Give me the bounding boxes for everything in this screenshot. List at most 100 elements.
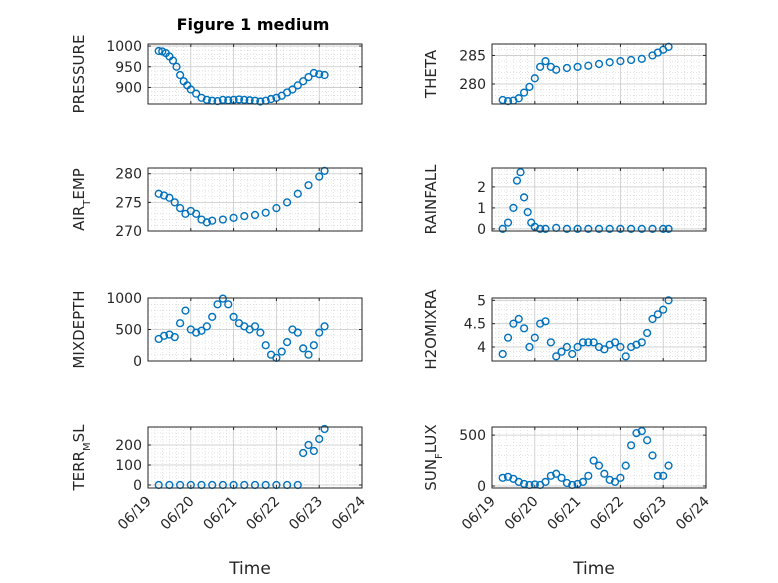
data-point: [637, 338, 646, 347]
data-point: [192, 89, 201, 98]
data-point: [192, 209, 201, 218]
data-point: [519, 88, 529, 97]
data-point: [315, 434, 324, 444]
data-point: [202, 218, 211, 227]
y-tick-label: 900: [115, 80, 142, 96]
data-point: [525, 82, 534, 91]
data-point: [503, 472, 513, 481]
axes-box: [147, 43, 363, 105]
data-point: [546, 471, 555, 480]
axes-box: [491, 426, 707, 489]
x-tick-label: 06/21: [201, 494, 241, 534]
data-point: [176, 319, 185, 328]
data-point: [605, 475, 614, 484]
data-point: [256, 328, 265, 337]
data-point: [568, 349, 577, 359]
data-point: [621, 461, 630, 470]
data-point: [283, 338, 292, 347]
y-tick-label: 275: [115, 195, 142, 211]
data-point: [653, 310, 662, 319]
data-point: [309, 446, 318, 456]
data-point: [261, 341, 270, 350]
data-point: [304, 350, 313, 359]
data-point: [218, 215, 228, 224]
data-point: [626, 441, 636, 450]
data-point: [530, 333, 539, 342]
data-point: [605, 58, 614, 67]
data-point: [315, 70, 324, 79]
data-point: [557, 473, 566, 482]
data-point: [578, 477, 588, 487]
data-point: [320, 424, 329, 434]
axes-box: [491, 297, 707, 362]
data-point: [503, 333, 513, 342]
data-point: [552, 469, 561, 478]
data-point: [610, 338, 620, 347]
data-point: [256, 97, 265, 106]
data-point: [304, 181, 313, 190]
data-point: [541, 317, 550, 326]
data-point: [648, 451, 657, 460]
data-point: [632, 429, 641, 438]
data-point: [514, 314, 523, 324]
subplot-terr-msl: 0 100 200 TERRMSL 06/19 06/20 06/21 06/22 06/23 0…: [70, 424, 369, 534]
data-point: [197, 93, 206, 102]
x-axis-label-right: Time: [572, 559, 615, 579]
data-point: [498, 224, 507, 234]
data-point: [170, 198, 179, 207]
x-tick-label: 06/21: [545, 494, 585, 534]
data-point: [208, 312, 217, 322]
data-point: [261, 208, 270, 217]
y-axis-label: PRESSURE: [70, 35, 88, 114]
data-point: [584, 224, 593, 234]
y-tick-label: 1000: [106, 39, 142, 55]
data-point: [309, 341, 318, 350]
data-point: [562, 478, 572, 488]
subplot-mixdepth: 0 500 1000 MIXDEPTH: [70, 290, 363, 370]
data-point: [664, 461, 673, 470]
data-point: [584, 338, 593, 347]
x-tick-label: 06/22: [243, 494, 283, 534]
data-point: [293, 328, 302, 337]
y-tick-label: 100: [115, 458, 142, 474]
y-tick-label: 0: [133, 354, 142, 370]
data-point: [509, 319, 518, 328]
subplot-pressure: 900 950 1000 PRESSURE: [70, 35, 363, 114]
data-point: [589, 456, 598, 465]
data-point: [250, 210, 260, 220]
data-point: [653, 471, 662, 480]
data-point: [154, 189, 163, 198]
data-point: [541, 57, 550, 66]
y-tick-label: 200: [115, 438, 142, 454]
data-point: [659, 305, 668, 314]
data-point: [637, 426, 646, 436]
data-point: [315, 172, 324, 181]
data-point: [659, 224, 668, 234]
data-point: [610, 477, 620, 487]
data-point: [293, 189, 302, 198]
data-point: [320, 166, 329, 175]
data-point: [202, 95, 211, 104]
data-point: [552, 65, 561, 74]
y-tick-label: 280: [115, 167, 142, 183]
axes-box: [491, 43, 707, 105]
y-tick-label: 950: [115, 60, 142, 76]
axes-box: [491, 167, 707, 232]
data-point: [664, 224, 673, 234]
y-tick-label: 5: [477, 293, 486, 309]
data-point: [519, 193, 529, 202]
x-axis-label-left: Time: [228, 559, 271, 579]
y-axis-label: SUNFLUX: [422, 424, 445, 490]
data-point: [176, 70, 185, 80]
data-point: [509, 203, 518, 213]
data-point: [176, 203, 185, 213]
x-tick-label: 06/22: [587, 494, 627, 534]
x-tick-label: 06/19: [459, 494, 499, 534]
data-point: [299, 77, 308, 86]
data-point: [525, 342, 534, 352]
data-point: [229, 213, 238, 222]
y-tick-label: 1000: [106, 291, 142, 307]
data-point: [498, 349, 507, 359]
data-point: [664, 42, 673, 51]
